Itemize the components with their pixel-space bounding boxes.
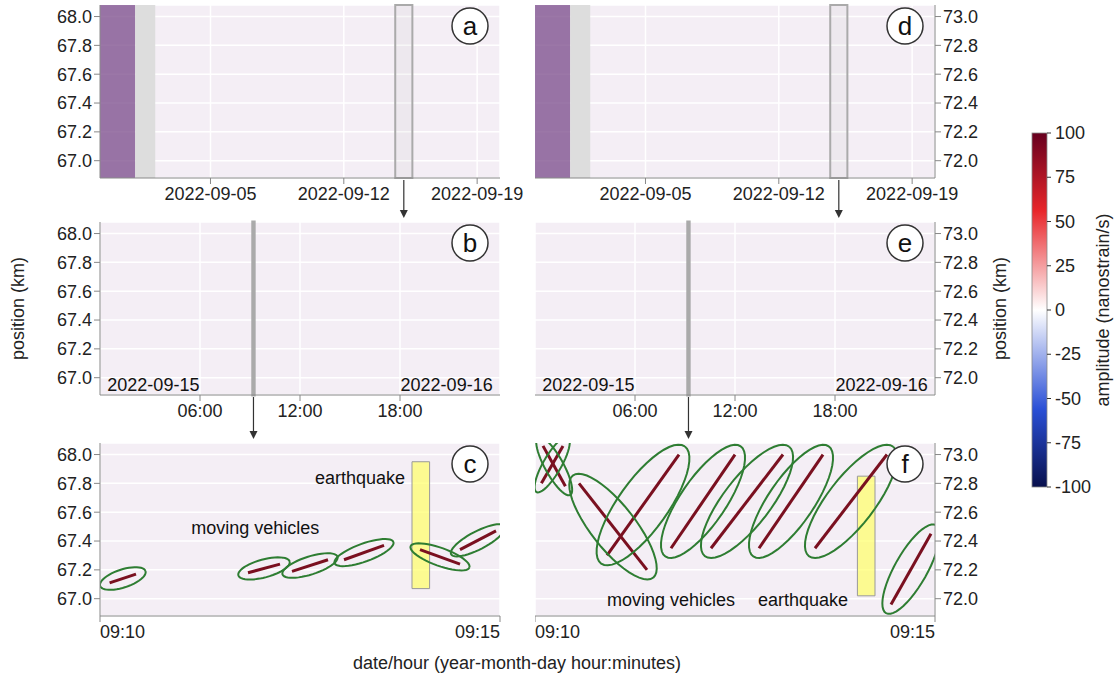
svg-text:72.8: 72.8 <box>943 253 978 273</box>
svg-text:-50: -50 <box>1055 389 1081 409</box>
svg-text:68.0: 68.0 <box>57 7 92 27</box>
svg-text:position (km): position (km) <box>8 257 28 360</box>
svg-text:72.6: 72.6 <box>943 503 978 523</box>
svg-text:2022-09-16: 2022-09-16 <box>836 375 928 395</box>
svg-text:50: 50 <box>1055 212 1075 232</box>
svg-text:67.8: 67.8 <box>57 253 92 273</box>
svg-text:0: 0 <box>1055 300 1065 320</box>
svg-text:09:15: 09:15 <box>455 622 500 642</box>
svg-text:72.0: 72.0 <box>943 589 978 609</box>
svg-text:date/hour (year-month-day hour: date/hour (year-month-day hour:minutes) <box>353 653 681 673</box>
svg-text:72.6: 72.6 <box>943 282 978 302</box>
svg-text:2022-09-05: 2022-09-05 <box>599 184 691 204</box>
svg-text:68.0: 68.0 <box>57 445 92 465</box>
svg-text:b: b <box>463 228 477 258</box>
svg-text:09:15: 09:15 <box>890 622 935 642</box>
svg-text:72.0: 72.0 <box>943 368 978 388</box>
svg-text:12:00: 12:00 <box>277 401 322 421</box>
svg-text:moving vehicles: moving vehicles <box>607 590 735 610</box>
svg-text:2022-09-19: 2022-09-19 <box>866 184 958 204</box>
svg-text:72.4: 72.4 <box>943 310 978 330</box>
svg-text:a: a <box>463 11 478 41</box>
svg-text:earthquake: earthquake <box>315 468 405 488</box>
svg-text:67.8: 67.8 <box>57 36 92 56</box>
svg-text:67.4: 67.4 <box>57 310 92 330</box>
svg-text:72.2: 72.2 <box>943 339 978 359</box>
svg-text:67.2: 67.2 <box>57 122 92 142</box>
svg-text:67.8: 67.8 <box>57 474 92 494</box>
svg-text:67.0: 67.0 <box>57 368 92 388</box>
svg-text:-25: -25 <box>1055 344 1081 364</box>
svg-text:moving vehicles: moving vehicles <box>191 518 319 538</box>
svg-text:73.0: 73.0 <box>943 445 978 465</box>
svg-text:c: c <box>464 449 477 479</box>
svg-text:12:00: 12:00 <box>712 401 757 421</box>
svg-text:67.0: 67.0 <box>57 151 92 171</box>
svg-text:-100: -100 <box>1055 477 1091 497</box>
svg-text:2022-09-15: 2022-09-15 <box>542 375 634 395</box>
svg-text:67.2: 67.2 <box>57 560 92 580</box>
svg-text:09:10: 09:10 <box>100 622 145 642</box>
svg-text:2022-09-16: 2022-09-16 <box>401 375 493 395</box>
svg-text:68.0: 68.0 <box>57 224 92 244</box>
svg-text:67.0: 67.0 <box>57 589 92 609</box>
svg-text:06:00: 06:00 <box>612 401 657 421</box>
svg-text:67.6: 67.6 <box>57 65 92 85</box>
svg-text:72.0: 72.0 <box>943 151 978 171</box>
svg-text:06:00: 06:00 <box>177 401 222 421</box>
svg-text:position (km): position (km) <box>990 257 1010 360</box>
svg-text:67.6: 67.6 <box>57 282 92 302</box>
svg-text:75: 75 <box>1055 167 1075 187</box>
svg-text:72.2: 72.2 <box>943 122 978 142</box>
svg-text:72.8: 72.8 <box>943 36 978 56</box>
svg-text:09:10: 09:10 <box>535 622 580 642</box>
svg-text:2022-09-15: 2022-09-15 <box>107 375 199 395</box>
svg-text:72.8: 72.8 <box>943 474 978 494</box>
svg-text:earthquake: earthquake <box>758 590 848 610</box>
svg-text:-75: -75 <box>1055 433 1081 453</box>
svg-text:73.0: 73.0 <box>943 224 978 244</box>
svg-text:67.2: 67.2 <box>57 339 92 359</box>
svg-text:72.6: 72.6 <box>943 65 978 85</box>
svg-text:2022-09-12: 2022-09-12 <box>298 184 390 204</box>
svg-text:f: f <box>901 449 909 479</box>
svg-text:18:00: 18:00 <box>377 401 422 421</box>
svg-text:67.6: 67.6 <box>57 503 92 523</box>
svg-text:67.4: 67.4 <box>57 531 92 551</box>
svg-text:18:00: 18:00 <box>812 401 857 421</box>
svg-text:72.2: 72.2 <box>943 560 978 580</box>
svg-text:amplitude (nanostrain/s): amplitude (nanostrain/s) <box>1093 213 1113 406</box>
svg-text:67.4: 67.4 <box>57 93 92 113</box>
svg-text:d: d <box>898 11 912 41</box>
svg-text:2022-09-12: 2022-09-12 <box>733 184 825 204</box>
svg-text:73.0: 73.0 <box>943 7 978 27</box>
svg-text:2022-09-05: 2022-09-05 <box>164 184 256 204</box>
svg-text:72.4: 72.4 <box>943 531 978 551</box>
svg-text:e: e <box>898 228 912 258</box>
svg-text:72.4: 72.4 <box>943 93 978 113</box>
svg-text:25: 25 <box>1055 256 1075 276</box>
svg-text:2022-09-19: 2022-09-19 <box>431 184 523 204</box>
svg-text:100: 100 <box>1055 123 1085 143</box>
